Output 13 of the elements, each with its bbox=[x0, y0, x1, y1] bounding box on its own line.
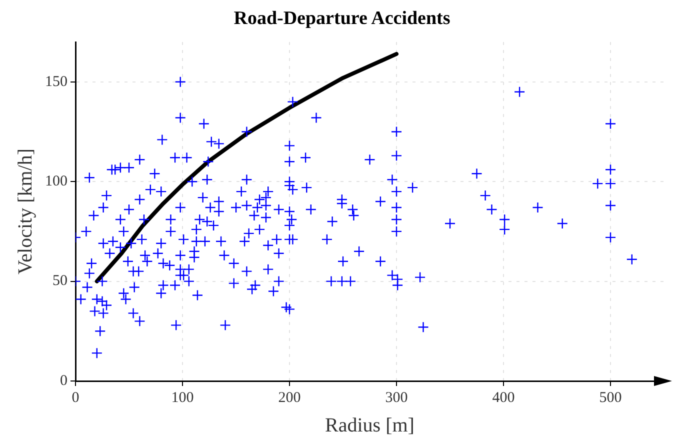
x-tick-label: 300 bbox=[385, 390, 408, 406]
y-tick-label: 150 bbox=[45, 74, 68, 90]
x-tick-label: 0 bbox=[72, 390, 80, 406]
y-axis-title: Velocity [km/h] bbox=[14, 148, 36, 275]
x-tick-label: 500 bbox=[599, 390, 622, 406]
x-tick-label: 200 bbox=[278, 390, 301, 406]
y-tick-label: 50 bbox=[52, 273, 68, 290]
x-tick-label: 100 bbox=[171, 390, 194, 406]
x-axis-title: Radius [m] bbox=[325, 414, 414, 436]
y-tick-label: 100 bbox=[45, 174, 68, 190]
chart-title: Road-Departure Accidents bbox=[232, 8, 452, 30]
x-tick-label: 400 bbox=[492, 390, 515, 406]
y-tick-label: 0 bbox=[60, 372, 68, 389]
